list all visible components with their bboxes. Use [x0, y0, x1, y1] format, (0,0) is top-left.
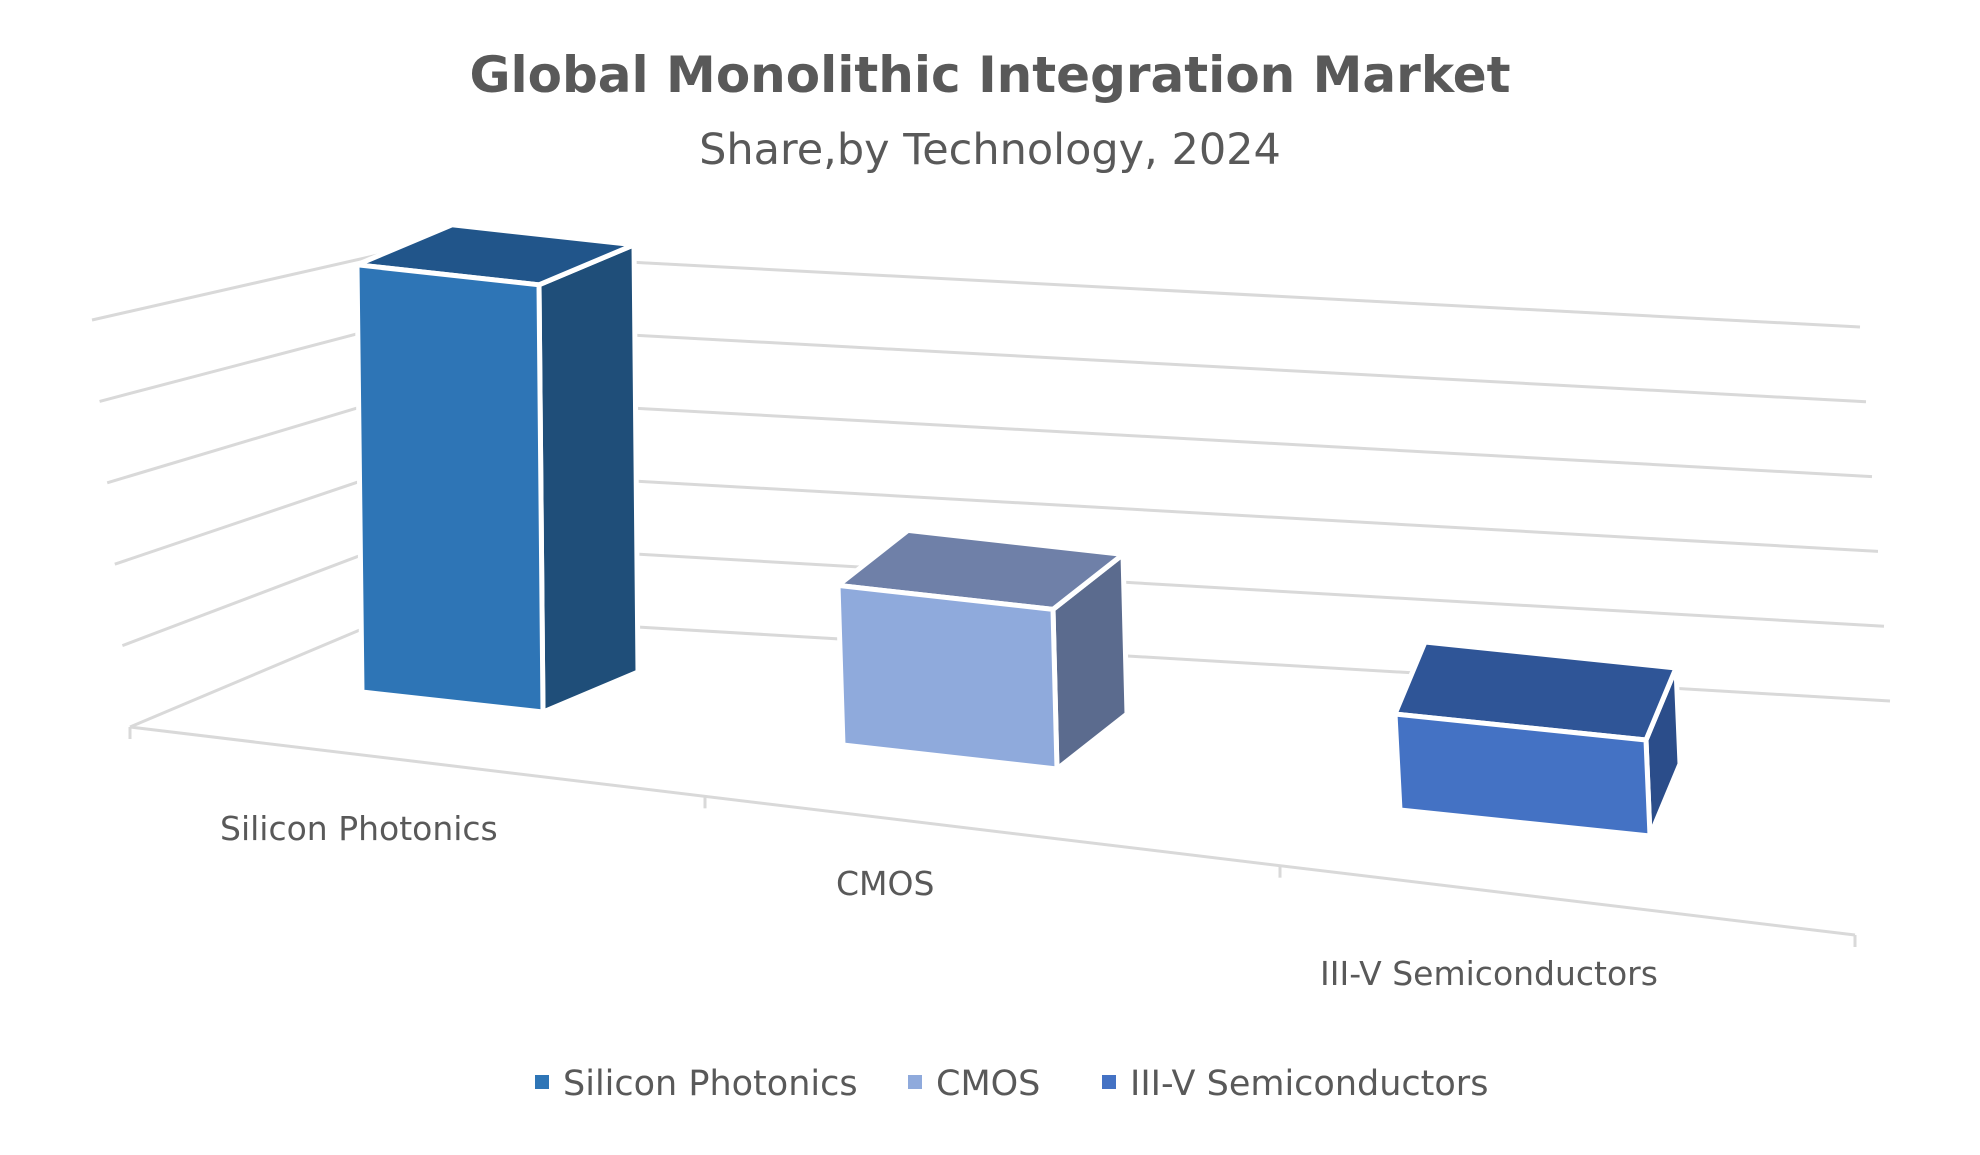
bar-front-silicon-photonics: [354, 262, 546, 715]
legend-label-iii-v-semiconductors: III-V Semiconductors: [1130, 1064, 1488, 1104]
legend-item-silicon-photonics: Silicon Photonics: [535, 1064, 858, 1104]
x-tick-label-silicon-photonics: Silicon Photonics: [220, 809, 498, 848]
bar-iii-v-semiconductors: [1392, 639, 1683, 839]
bar-cmos: [835, 527, 1130, 772]
x-tick-label-cmos: CMOS: [836, 864, 934, 903]
bars: [354, 222, 1683, 839]
category-labels: Silicon Photonics CMOS III-V Semiconductor…: [220, 809, 1658, 993]
bar-front-iii-v-semiconductors: [1392, 711, 1653, 839]
x-axis-line: [129, 725, 1856, 937]
category-axis: [128, 725, 1857, 947]
legend-swatch-cmos: [908, 1075, 922, 1089]
bar-silicon-photonics: [354, 222, 641, 715]
legend: Silicon Photonics CMOS III-V Semiconductor…: [535, 1064, 1488, 1104]
legend-item-iii-v-semiconductors: III-V Semiconductors: [1102, 1064, 1488, 1104]
bar-front-cmos: [835, 582, 1060, 772]
chart-subtitle: Share,by Technology, 2024: [699, 125, 1281, 175]
bar-side-silicon-photonics: [536, 242, 641, 715]
legend-swatch-iii-v-semiconductors: [1102, 1075, 1116, 1089]
legend-label-silicon-photonics: Silicon Photonics: [563, 1064, 858, 1104]
legend-label-cmos: CMOS: [936, 1064, 1040, 1104]
legend-swatch-silicon-photonics: [535, 1075, 549, 1089]
chart-title: Global Monolithic Integration Market: [469, 46, 1510, 104]
legend-item-cmos: CMOS: [908, 1064, 1040, 1104]
x-tick-label-iii-v-semiconductors: III-V Semiconductors: [1320, 954, 1658, 993]
